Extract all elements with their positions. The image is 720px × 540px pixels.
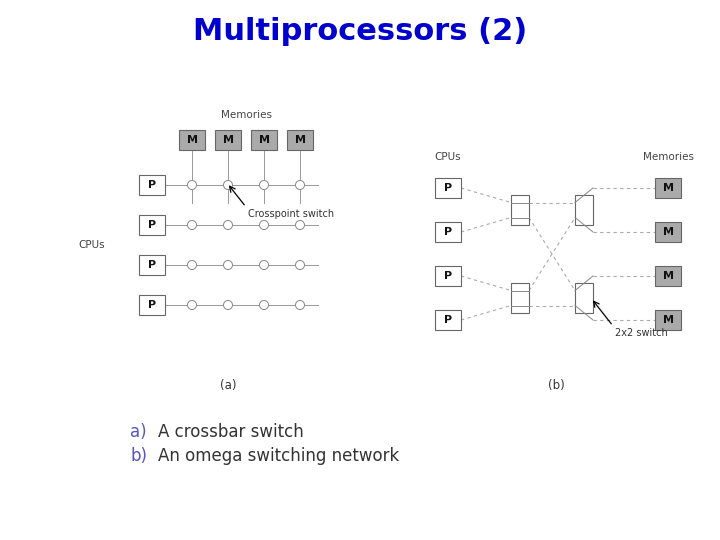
Text: P: P xyxy=(444,183,452,193)
Text: P: P xyxy=(444,315,452,325)
Bar xyxy=(575,195,593,225)
Text: An omega switching network: An omega switching network xyxy=(158,447,400,465)
Circle shape xyxy=(187,220,197,230)
Circle shape xyxy=(259,300,269,309)
Circle shape xyxy=(295,220,305,230)
Bar xyxy=(655,310,681,330)
Circle shape xyxy=(187,180,197,190)
Circle shape xyxy=(223,300,233,309)
Bar xyxy=(139,255,165,275)
Bar xyxy=(435,266,461,286)
Text: a): a) xyxy=(130,423,147,441)
Bar xyxy=(251,130,277,150)
Text: CPUs: CPUs xyxy=(435,152,462,162)
Text: M: M xyxy=(662,271,673,281)
Circle shape xyxy=(259,220,269,230)
Text: (a): (a) xyxy=(220,379,236,392)
Text: A crossbar switch: A crossbar switch xyxy=(158,423,304,441)
Bar xyxy=(575,283,593,313)
Bar xyxy=(655,178,681,198)
Text: (b): (b) xyxy=(548,379,564,392)
Text: M: M xyxy=(222,135,233,145)
Bar xyxy=(179,130,205,150)
Text: P: P xyxy=(148,220,156,230)
Bar xyxy=(139,295,165,315)
Text: P: P xyxy=(148,300,156,310)
Text: b): b) xyxy=(130,447,147,465)
Text: M: M xyxy=(662,183,673,193)
Bar xyxy=(287,130,313,150)
Bar xyxy=(511,283,529,313)
Bar xyxy=(215,130,241,150)
Text: P: P xyxy=(148,180,156,190)
Bar xyxy=(435,222,461,242)
Text: M: M xyxy=(662,227,673,237)
Circle shape xyxy=(187,260,197,269)
Text: CPUs: CPUs xyxy=(78,240,105,250)
Circle shape xyxy=(223,180,233,190)
Circle shape xyxy=(187,300,197,309)
Text: P: P xyxy=(444,271,452,281)
Text: P: P xyxy=(148,260,156,270)
Text: M: M xyxy=(258,135,269,145)
Circle shape xyxy=(295,300,305,309)
Circle shape xyxy=(223,260,233,269)
Bar xyxy=(655,266,681,286)
Circle shape xyxy=(259,180,269,190)
Text: Crosspoint switch: Crosspoint switch xyxy=(248,209,334,219)
Text: 2x2 switch: 2x2 switch xyxy=(615,328,667,338)
Circle shape xyxy=(295,260,305,269)
Text: P: P xyxy=(444,227,452,237)
Text: M: M xyxy=(294,135,305,145)
Bar xyxy=(435,178,461,198)
Text: M: M xyxy=(186,135,197,145)
Bar xyxy=(655,222,681,242)
Text: Memories: Memories xyxy=(642,152,693,162)
Bar xyxy=(139,175,165,195)
Bar xyxy=(139,215,165,235)
Bar xyxy=(511,195,529,225)
Circle shape xyxy=(223,220,233,230)
Circle shape xyxy=(295,180,305,190)
Text: Multiprocessors (2): Multiprocessors (2) xyxy=(193,17,527,46)
Text: Memories: Memories xyxy=(220,110,271,120)
Text: M: M xyxy=(662,315,673,325)
Circle shape xyxy=(259,260,269,269)
Bar xyxy=(435,310,461,330)
